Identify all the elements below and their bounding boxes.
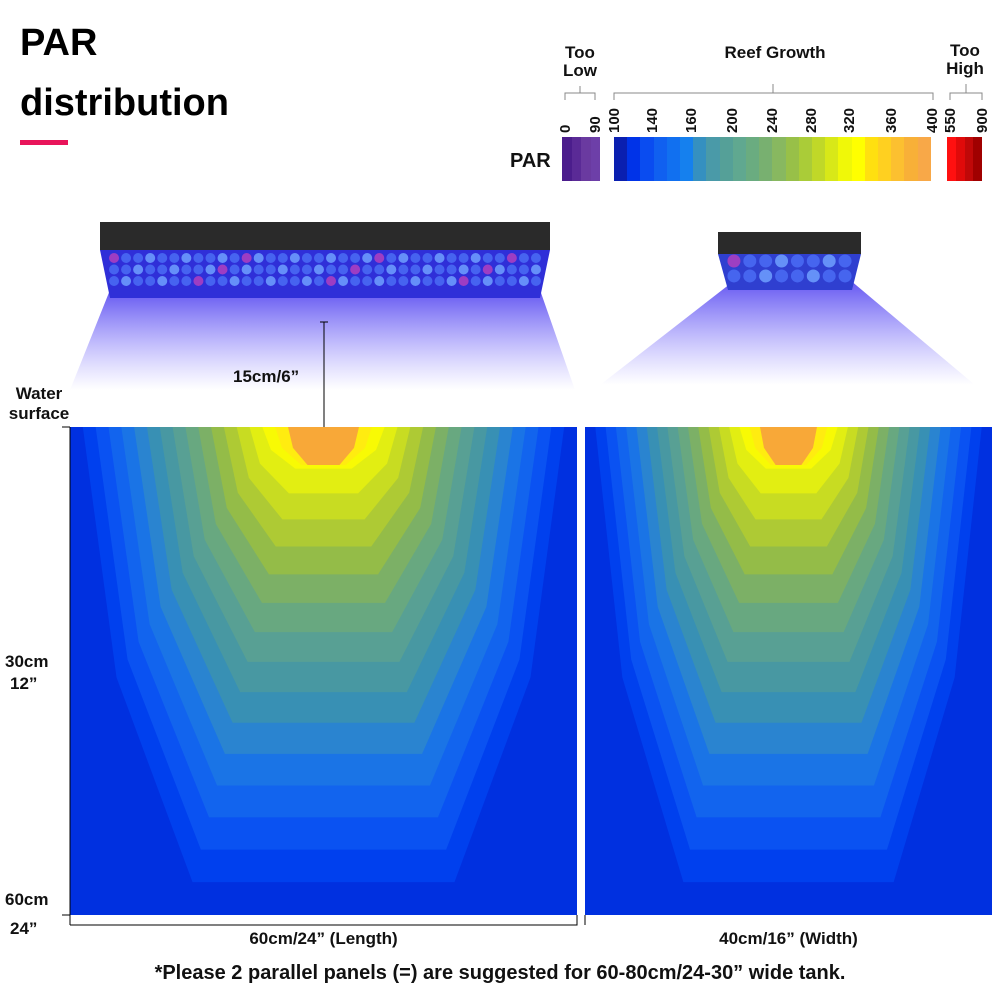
title-line2: distribution [20,82,229,124]
color-swatch [864,137,879,181]
led-panel-large [100,222,550,298]
color-swatch [785,137,799,181]
light-beam-right [600,280,975,385]
par-contour-level [760,427,817,465]
color-swatch [973,137,982,181]
too-high-label: Too High [946,41,984,78]
par-contour-level [288,427,359,465]
color-swatch [955,137,965,181]
color-swatch [798,137,813,181]
color-swatch [666,137,681,181]
depth-60-label: 60cm [5,890,49,909]
depth-30-label: 30cm [5,652,49,671]
color-swatch [640,137,654,181]
too-low-label: Too Low [563,43,597,80]
too-low-bar [562,137,600,181]
par-label: PAR [510,150,551,172]
color-swatch [746,137,760,181]
water-surface-label: Water surface [8,384,70,423]
title-line1: PAR [20,22,98,64]
color-swatch [614,137,628,181]
color-swatch [947,137,956,181]
color-swatch [891,137,905,181]
color-swatch [812,137,826,181]
color-swatch [878,137,892,181]
color-swatch [772,137,786,181]
lights [70,222,975,427]
depth-30-in-label: 12” [10,674,38,693]
light-beam-left [70,290,575,390]
color-swatch [904,137,918,181]
color-swatch [964,137,974,181]
color-swatch [851,137,865,181]
color-swatch [571,137,581,181]
color-swatch [590,137,600,181]
color-swatch [825,137,839,181]
depth-60-in-label: 24” [10,919,38,938]
color-swatch [759,137,773,181]
color-swatch [838,137,852,181]
footnote: *Please 2 parallel panels (=) are sugges… [154,962,846,984]
color-swatch [693,137,707,181]
legend-brackets [564,84,983,100]
color-swatch [653,137,667,181]
led-panel-small [718,232,861,290]
color-swatch [917,137,931,181]
height-label: 15cm/6” [233,367,300,386]
color-swatch [706,137,720,181]
color-swatch [680,137,694,181]
color-swatch [581,137,591,181]
color-swatch [732,137,747,181]
reef-growth-label: Reef Growth [724,43,826,62]
color-swatch [627,137,641,181]
reef-growth-bar [614,137,931,181]
too-high-bar [947,137,982,181]
length-label: 60cm/24” (Length) [249,929,398,948]
width-label: 40cm/16” (Width) [719,929,858,948]
title-underline [20,140,68,145]
color-swatch [562,137,572,181]
color-swatch [719,137,733,181]
